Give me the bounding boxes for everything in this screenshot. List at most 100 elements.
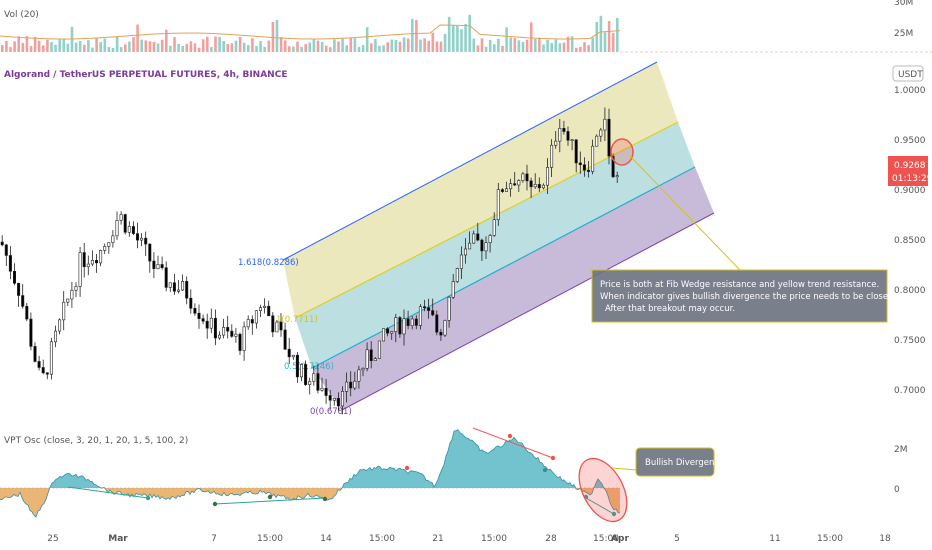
divergence-highlight	[578, 457, 628, 523]
volume-bar	[185, 44, 189, 52]
volume-bar	[472, 38, 476, 52]
volume-bar	[247, 45, 250, 52]
volume-bar	[156, 43, 160, 52]
volume-bar	[21, 42, 25, 52]
signal-dot	[322, 496, 328, 502]
candle-body	[447, 296, 451, 321]
volume-bar	[111, 47, 115, 52]
candle-body	[148, 243, 152, 262]
candle-body	[193, 307, 197, 314]
volume-bar	[349, 37, 353, 52]
candles	[0, 107, 619, 415]
volume-bar	[419, 39, 422, 52]
candle-body	[386, 328, 390, 334]
candle-body	[258, 307, 262, 312]
candle-body	[25, 306, 29, 320]
candle-body	[177, 289, 181, 292]
time-tick: 15:00	[593, 534, 619, 544]
annotation-divergence: Bullish Divergence	[578, 447, 724, 523]
volume-bar	[83, 44, 86, 52]
candle-body	[558, 128, 562, 142]
candle-body	[394, 317, 398, 332]
volume-bar	[423, 38, 426, 52]
volume-bar	[484, 46, 488, 52]
candle-body	[414, 318, 418, 326]
candle-body	[308, 381, 312, 385]
candle-body	[103, 246, 107, 251]
volume-bar	[242, 42, 246, 52]
volume-bar	[74, 42, 78, 52]
candle-body	[123, 214, 127, 233]
volume-bar	[591, 37, 594, 52]
volume-bar	[177, 43, 180, 52]
volume-bar	[132, 37, 135, 52]
time-tick: 11	[769, 534, 780, 544]
volume-ma	[0, 24, 621, 40]
volume-bar	[267, 40, 271, 52]
volume-bar	[607, 21, 611, 52]
signal-dot	[542, 467, 548, 473]
candle-body	[451, 281, 455, 298]
vpt-negative-area	[0, 488, 620, 517]
fib-level-label: 1.618(0.8286)	[238, 258, 299, 268]
volume-bar	[521, 41, 525, 52]
volume-bar	[542, 44, 545, 52]
volume-bar	[566, 36, 570, 52]
fib-band-middle	[295, 122, 695, 368]
volume-bar	[181, 46, 184, 52]
candle-body	[554, 140, 558, 146]
fib-line-1618	[282, 61, 658, 261]
divergence-line-2	[67, 486, 149, 499]
candle-body	[62, 301, 66, 321]
signal-dot	[611, 511, 617, 517]
candle-body	[291, 354, 295, 358]
volume-bar	[435, 41, 439, 52]
volume-bar	[488, 39, 492, 52]
volume-bar	[197, 47, 201, 52]
candle-body	[131, 226, 135, 234]
volume-bar	[42, 45, 45, 52]
currency-badge[interactable]: USDT	[892, 65, 924, 82]
volume-bar	[263, 46, 266, 52]
candle-body	[455, 268, 459, 282]
volume-bar	[95, 37, 98, 52]
candle-body	[398, 317, 402, 335]
volume-bar	[271, 21, 275, 52]
volume-bar	[234, 40, 238, 52]
candle-body	[513, 183, 517, 186]
fib-level-label: 0(0.6781)	[310, 407, 352, 417]
candle-body	[160, 264, 164, 269]
candle-body	[17, 282, 21, 296]
volume-bar	[124, 44, 127, 52]
volume-bar	[443, 33, 447, 52]
candle-body	[271, 315, 275, 333]
volume-bar	[165, 29, 168, 52]
signal-dot	[267, 494, 273, 500]
candle-body	[86, 263, 90, 268]
volume-bar	[452, 25, 455, 52]
volume-bar	[115, 36, 119, 52]
candle-body	[468, 242, 472, 250]
candle-body	[427, 307, 431, 311]
time-tick: 18	[879, 534, 891, 544]
candle-body	[90, 260, 94, 265]
volume-bar	[222, 40, 225, 52]
candle-body	[611, 155, 615, 178]
volume-bar	[505, 27, 508, 52]
volume-bar	[304, 44, 307, 52]
candle-body	[340, 391, 344, 407]
candle-body	[365, 349, 369, 369]
candle-body	[541, 184, 545, 189]
volume-bar	[394, 40, 398, 52]
candle-body	[53, 330, 57, 343]
volume-bar	[279, 37, 283, 52]
volume-bar	[78, 40, 82, 52]
candle-body	[226, 327, 230, 332]
price-tick: 1.0000	[894, 86, 926, 96]
time-tick: 21	[432, 534, 443, 544]
volume-bar	[296, 41, 299, 52]
candle-body	[4, 244, 8, 256]
candle-body	[402, 318, 406, 335]
volume-bar	[300, 47, 303, 52]
